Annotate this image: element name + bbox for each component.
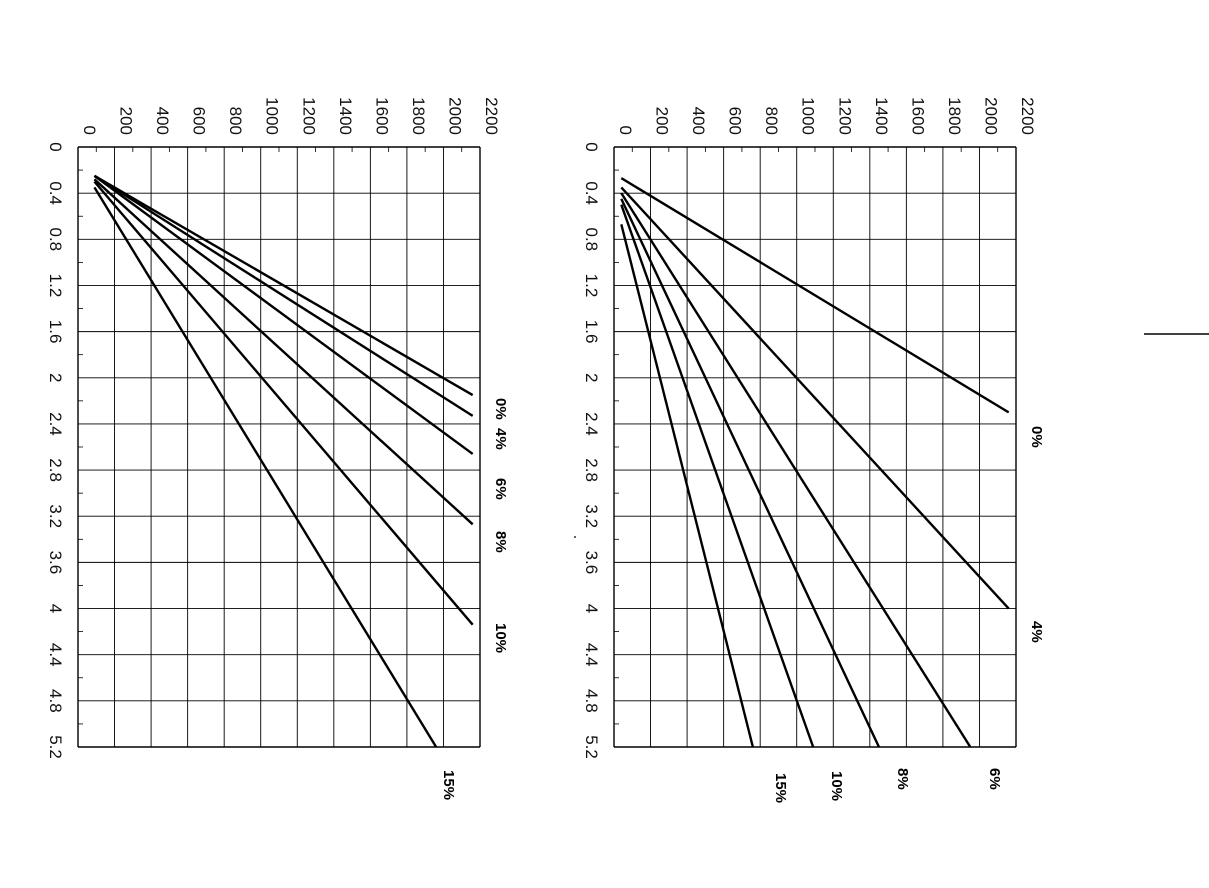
y-tick-label: 600 <box>190 107 209 135</box>
y-tick-label: 0 <box>80 126 99 135</box>
y-tick-label: 2200 <box>482 97 501 135</box>
series-line-8pct <box>93 178 474 526</box>
x-tick-label: 0.4 <box>46 181 65 205</box>
chart-panel-1: 0 0.4 0.8 1.2 1.6 2 2.4 2.8 3.2 3.6 4 4.4 4.8 5.2 0 200… <box>46 97 509 800</box>
x-tick-label: 4.4 <box>582 643 601 667</box>
series-line-0pct <box>620 177 1010 414</box>
x-tick-label: 3.6 <box>582 551 601 575</box>
series-label: 10% <box>492 623 509 653</box>
series-line-0pct <box>93 174 474 397</box>
x-tick-label: 0 <box>582 142 601 151</box>
series-line-4pct <box>93 174 474 417</box>
x-tick-label: 3.2 <box>46 504 65 528</box>
y-tick-label: 1600 <box>372 97 391 135</box>
series-label: 4% <box>492 428 509 450</box>
y-tick-label: 1800 <box>945 97 964 135</box>
x-tick-label: 1.6 <box>582 320 601 344</box>
x-tick-label: 5.2 <box>582 735 601 759</box>
series-label: 6% <box>986 768 1003 790</box>
series-line-6pct <box>620 192 972 748</box>
y-tick-label: 2200 <box>1018 97 1037 135</box>
x-tick-label: 2.4 <box>582 412 601 436</box>
x-tick-label: 2.8 <box>46 458 65 482</box>
series-line-4pct <box>620 186 1010 610</box>
x-tick-label: 5.2 <box>46 735 65 759</box>
series-label: 15% <box>440 770 457 800</box>
x-tick-label: 3.2 <box>582 504 601 528</box>
series-line-15pct <box>93 186 438 748</box>
y-tick-label: 800 <box>226 107 245 135</box>
series-line-10pct <box>93 180 474 626</box>
series-line-15pct <box>620 224 755 748</box>
y-tick-label: 400 <box>689 107 708 135</box>
y-tick-label: 1000 <box>799 97 818 135</box>
x-tick-label: 2.4 <box>46 412 65 436</box>
x-tick-label: 0.8 <box>46 227 65 251</box>
y-tick-label: 200 <box>653 107 672 135</box>
x-tick-label: 0 <box>46 142 65 151</box>
y-tick-label: 1200 <box>299 97 318 135</box>
y-tick-label: 0 <box>616 126 635 135</box>
y-tick-label: 1000 <box>263 97 282 135</box>
x-tick-label: 2.8 <box>582 458 601 482</box>
y-tick-label: 1600 <box>908 97 927 135</box>
x-tick-label: 2 <box>582 373 601 382</box>
y-tick-label: 400 <box>153 107 172 135</box>
series-line-8pct <box>620 198 881 748</box>
y-tick-label: 1800 <box>409 97 428 135</box>
y-tick-label: 1200 <box>835 97 854 135</box>
y-tick-label: 1400 <box>336 97 355 135</box>
stray-dot <box>574 536 576 538</box>
y-tick-label: 2000 <box>445 97 464 135</box>
y-tick-label: 800 <box>762 107 781 135</box>
series-label: 8% <box>492 531 509 553</box>
series-label: 4% <box>1028 621 1045 643</box>
series-label: 6% <box>492 478 509 500</box>
x-tick-label: 4.8 <box>582 689 601 713</box>
y-tick-label: 200 <box>117 107 136 135</box>
series-label: 0% <box>492 398 509 420</box>
x-tick-label: 0.4 <box>582 181 601 205</box>
series-line-10pct <box>620 204 815 748</box>
y-tick-label: 600 <box>726 107 745 135</box>
series-label: 10% <box>828 771 845 801</box>
series-label: 8% <box>894 768 911 790</box>
x-tick-label: 0.8 <box>582 227 601 251</box>
series-label: 15% <box>772 773 789 803</box>
y-tick-label: 1400 <box>872 97 891 135</box>
series-line-6pct <box>93 174 474 455</box>
x-tick-label: 4 <box>582 604 601 613</box>
y-tick-label: 2000 <box>981 97 1000 135</box>
x-tick-label: 3.6 <box>46 551 65 575</box>
chart-panel-2: 0 0.4 0.8 1.2 1.6 2 2.4 2.8 3.2 3.6 4 4.4 4.8 5.2 0 200… <box>582 97 1045 803</box>
x-tick-label: 4.8 <box>46 689 65 713</box>
series-label: 0% <box>1028 426 1045 448</box>
x-tick-label: 4 <box>46 604 65 613</box>
x-tick-label: 1.6 <box>46 320 65 344</box>
x-tick-label: 1.2 <box>46 274 65 298</box>
x-tick-label: 2 <box>46 373 65 382</box>
x-tick-label: 1.2 <box>582 274 601 298</box>
x-tick-label: 4.4 <box>46 643 65 667</box>
